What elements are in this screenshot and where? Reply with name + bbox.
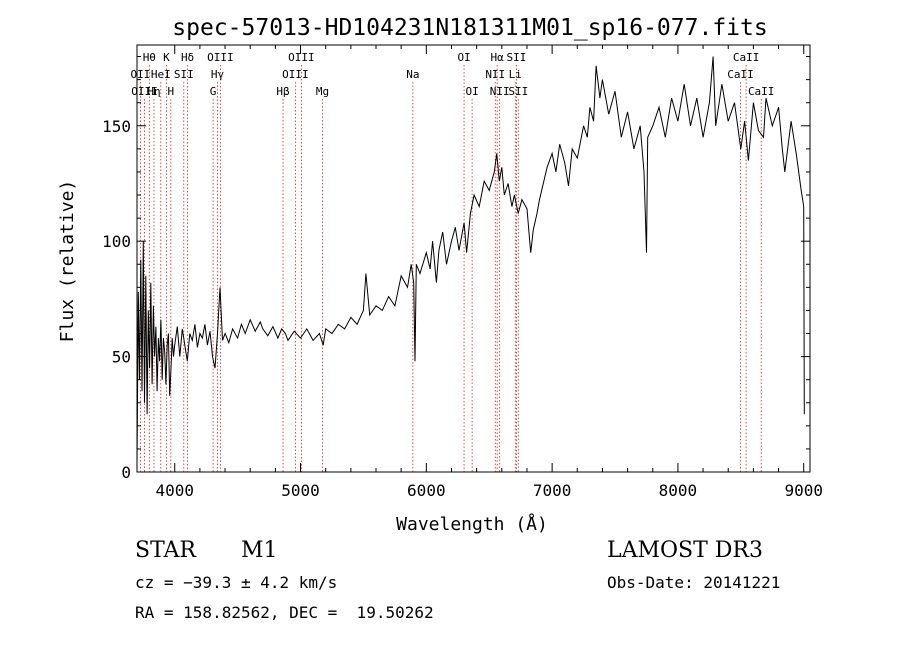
chart-title: spec-57013-HD104231N181311M01_sp16-077.f… [172, 15, 767, 41]
plot-frame [136, 44, 811, 473]
line-marker-label: K [163, 51, 170, 64]
redshift-cz: cz = −39.3 ± 4.2 km/s [135, 573, 338, 592]
line-marker-label: Mg [316, 85, 329, 98]
y-tick-label: 150 [102, 117, 131, 136]
y-tick-label: 100 [102, 232, 131, 251]
line-marker-label: OIII [288, 51, 315, 64]
line-marker-label: OI [457, 51, 470, 64]
y-tick-label: 0 [121, 463, 131, 482]
line-marker-label: SII [508, 85, 528, 98]
line-marker-label: SII [174, 68, 194, 81]
x-tick-label: 7000 [533, 481, 572, 500]
line-marker-label: Na [406, 68, 419, 81]
line-marker-label: NII [485, 68, 505, 81]
x-tick-label: 8000 [659, 481, 698, 500]
line-marker-label: Hγ [211, 68, 225, 81]
survey-name: LAMOST DR3 [607, 538, 763, 563]
x-tick-label: 5000 [281, 481, 320, 500]
line-marker-label: Hθ [143, 51, 156, 64]
x-axis-label: Wavelength (Å) [396, 513, 548, 535]
line-marker-label: Hη [147, 85, 160, 98]
x-axis-ticks: 4000 5000 6000 7000 8000 9000 [155, 45, 823, 500]
line-marker-label: G [210, 85, 217, 98]
obs-date: Obs-Date: 20141221 [607, 573, 781, 592]
coordinates: RA = 158.82562, DEC = 19.50262 [135, 603, 434, 622]
line-marker-label: Hβ [276, 85, 290, 98]
line-marker-label: CaII [733, 51, 760, 64]
line-marker-label: Li [509, 68, 522, 81]
line-marker-label: OIII [282, 68, 309, 81]
line-marker-label: CaII [748, 85, 775, 98]
line-marker-label: OIII [131, 85, 158, 98]
line-marker-label: Hα [491, 51, 505, 64]
line-marker-label: H [168, 85, 175, 98]
line-marker-label: OI [465, 85, 478, 98]
line-marker-label: HeI [151, 68, 171, 81]
line-marker-label: OII [130, 68, 150, 81]
y-tick-label: 50 [112, 348, 131, 367]
line-marker-label: OIII [207, 51, 234, 64]
y-axis-ticks: 0 50 100 150 [102, 56, 810, 482]
object-subclass: M1 [241, 538, 278, 563]
x-tick-label: 6000 [407, 481, 446, 500]
line-marker-label: Hδ [181, 51, 194, 64]
line-marker-label: CaII [727, 68, 754, 81]
object-class: STAR [135, 538, 196, 563]
x-tick-label: 9000 [784, 481, 823, 500]
spectrum-line [136, 56, 805, 468]
line-marker-label: SII [506, 51, 526, 64]
line-markers: Hθ OII OIII K HeI Hη Hδ SII H OIII Hγ G OIII OIII Hβ Mg… [130, 51, 774, 472]
x-tick-label: 4000 [155, 481, 194, 500]
line-marker-label: NII [490, 85, 510, 98]
y-axis-label: Flux (relative) [57, 180, 78, 343]
